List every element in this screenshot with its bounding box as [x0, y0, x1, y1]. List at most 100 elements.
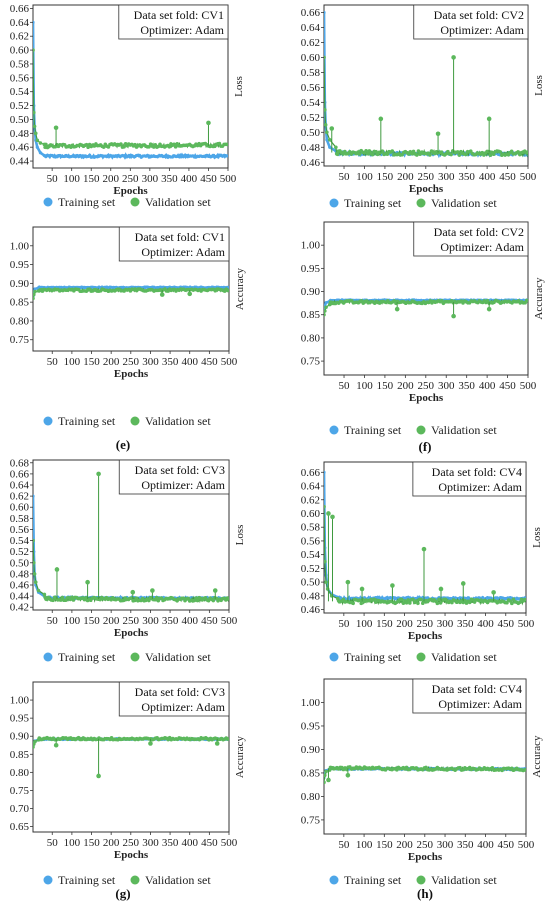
validation-point — [38, 141, 43, 145]
validation-point — [33, 48, 35, 52]
y-tick-label: 0.48 — [10, 568, 30, 580]
validation-point — [518, 600, 522, 605]
x-tick-label: 400 — [477, 839, 494, 851]
validation-point — [42, 592, 47, 597]
legend-validation-marker — [130, 416, 140, 426]
y-tick-label: 0.95 — [10, 713, 30, 725]
legend-training-label: Training set — [344, 196, 402, 210]
x-tick-label: 300 — [437, 839, 454, 851]
data-layer — [33, 285, 229, 301]
validation-point — [36, 588, 41, 593]
y-tick-label: 0.62 — [301, 494, 320, 506]
chart-panel-p3: 0.75 0.80 0.85 0.90 0.95 1.00 50 100 150 200 250 30… — [301, 221, 545, 454]
y-tick-label: 0.90 — [10, 278, 30, 290]
validation-point — [365, 151, 370, 156]
y-axis-label: Loss — [233, 76, 245, 97]
validation-point — [70, 595, 74, 600]
y-tick-label: 0.75 — [301, 814, 321, 826]
y-tick-label: 0.75 — [10, 334, 30, 346]
y-tick-label: 0.42 — [10, 602, 29, 614]
validation-point — [510, 601, 514, 606]
validation-point — [359, 601, 364, 606]
validation-point — [370, 152, 375, 157]
y-tick-label: 0.58 — [10, 58, 30, 70]
info-box — [413, 4, 529, 40]
legend-training-marker — [329, 875, 339, 885]
y-tick-label: 0.54 — [301, 549, 321, 561]
y-tick-label: 0.44 — [10, 591, 30, 603]
legend-training-marker — [43, 197, 53, 207]
validation-series-line — [324, 57, 528, 158]
legend-training-label: Training set — [344, 650, 402, 664]
validation-point — [324, 773, 327, 778]
validation-point — [334, 145, 338, 150]
x-tick-label: 250 — [417, 839, 434, 851]
y-tick-label: 0.60 — [301, 52, 321, 64]
validation-spike-point — [326, 511, 331, 516]
x-tick-label: 100 — [64, 615, 81, 627]
validation-point — [390, 149, 395, 153]
y-tick-label: 0.64 — [301, 481, 321, 493]
validation-point — [399, 597, 404, 602]
validation-point — [44, 142, 48, 147]
legend-validation-marker — [416, 875, 426, 885]
y-tick-label: 0.60 — [10, 502, 30, 514]
validation-point — [35, 138, 40, 143]
y-tick-label: 0.95 — [301, 263, 321, 275]
legend-training-marker — [43, 652, 53, 662]
x-tick-label: 50 — [338, 839, 350, 851]
validation-point — [324, 504, 326, 509]
legend-training-marker — [43, 875, 53, 885]
data-layer — [324, 298, 528, 319]
x-tick-label: 50 — [47, 173, 59, 185]
legend-validation-marker — [416, 425, 426, 435]
x-axis-label: Epochs — [114, 368, 149, 380]
validation-spike-point — [330, 514, 335, 520]
legend-validation-label: Validation set — [431, 873, 497, 887]
x-axis-label: Epochs — [409, 183, 444, 195]
y-tick-label: 0.66 — [10, 3, 30, 15]
x-tick-label: 300 — [142, 356, 159, 368]
x-tick-label: 400 — [479, 171, 496, 183]
validation-point — [437, 597, 441, 602]
validation-point — [324, 780, 326, 785]
y-tick-label: 0.90 — [301, 744, 321, 756]
legend-training-label: Training set — [58, 873, 116, 887]
x-tick-label: 150 — [377, 380, 394, 392]
validation-point — [33, 745, 35, 749]
x-tick-label: 500 — [220, 173, 237, 185]
x-tick-label: 450 — [201, 356, 218, 368]
validation-point — [324, 559, 327, 564]
validation-spike-point — [96, 773, 101, 779]
y-tick-label: 0.46 — [10, 580, 30, 592]
validation-point — [119, 142, 123, 146]
training-point — [324, 470, 326, 474]
validation-point — [450, 600, 454, 605]
training-point — [38, 151, 43, 155]
legend-training-marker — [329, 198, 339, 208]
validation-point — [33, 739, 37, 744]
x-tick-label: 150 — [83, 356, 100, 368]
chart-panel-p0: 0.44 0.46 0.48 0.50 0.52 0.54 0.56 0.580.60 0.62… — [10, 3, 245, 209]
validation-point — [516, 150, 520, 154]
legend-validation-label: Validation set — [145, 414, 211, 428]
x-tick-label: 50 — [47, 615, 59, 627]
x-tick-label: 350 — [161, 173, 178, 185]
validation-point — [324, 769, 328, 774]
y-tick-label: 0.58 — [301, 522, 321, 534]
validation-point — [60, 595, 65, 600]
y-tick-label: 0.52 — [10, 546, 29, 558]
x-tick-label: 100 — [64, 356, 81, 368]
x-tick-label: 250 — [122, 173, 139, 185]
y-tick-label: 0.56 — [301, 535, 321, 547]
y-tick-label: 0.54 — [10, 535, 30, 547]
data-layer — [33, 735, 229, 779]
x-tick-label: 100 — [63, 173, 80, 185]
panel-caption: (f) — [419, 439, 432, 454]
training-point — [328, 145, 332, 149]
validation-point — [498, 150, 503, 154]
validation-spike-point — [150, 588, 155, 593]
validation-point — [380, 149, 385, 153]
validation-spike-point — [148, 741, 153, 746]
validation-point — [324, 312, 326, 317]
